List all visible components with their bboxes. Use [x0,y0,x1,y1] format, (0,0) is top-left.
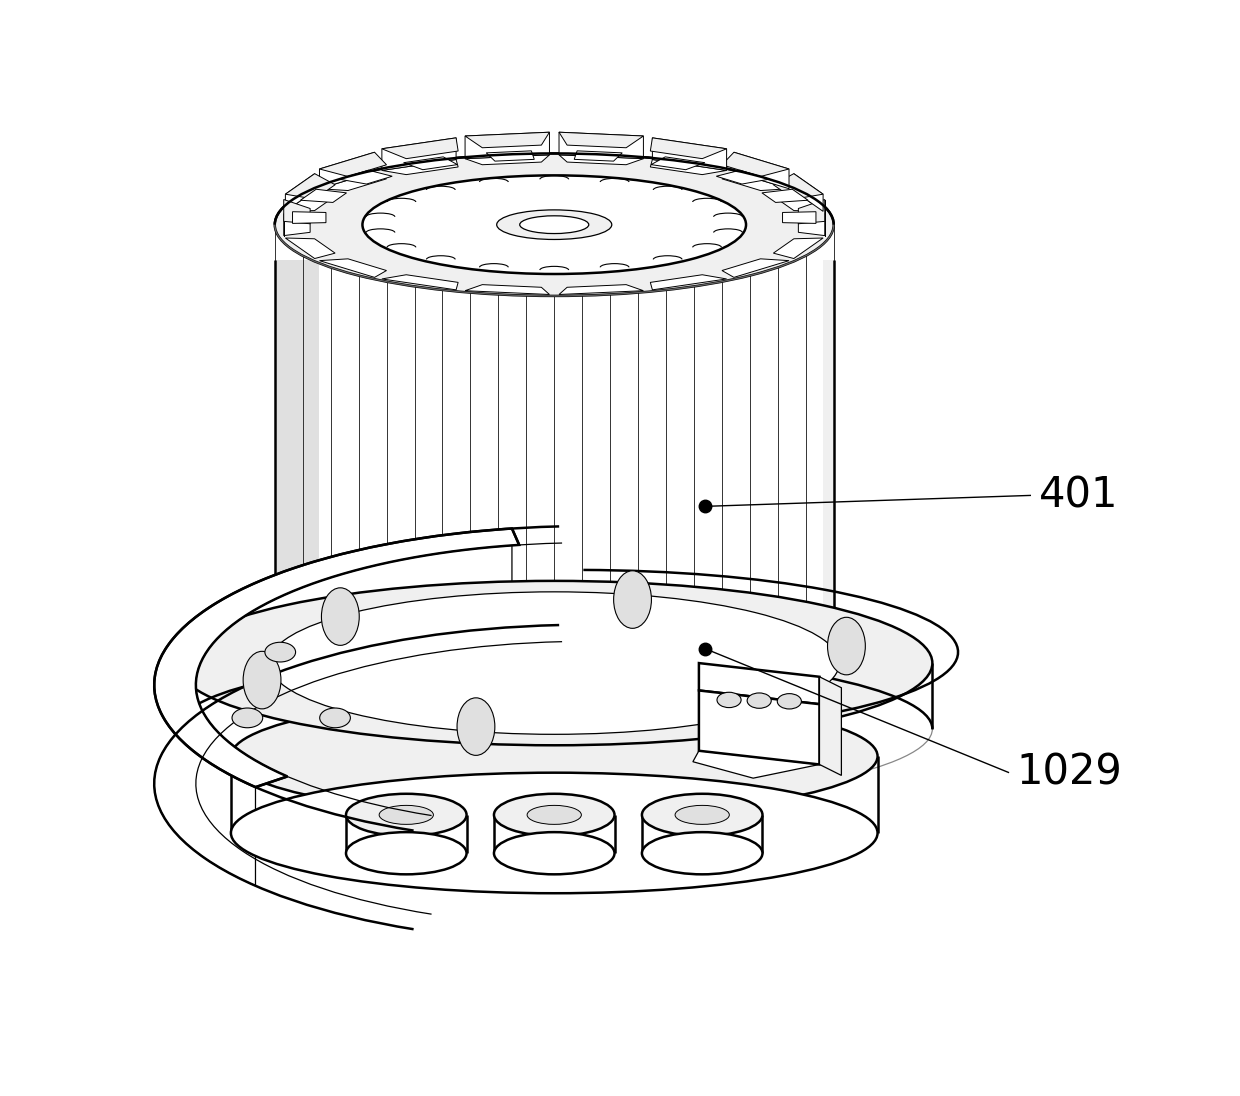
Polygon shape [275,225,833,652]
Ellipse shape [275,153,833,296]
Polygon shape [176,663,932,729]
Polygon shape [285,191,335,212]
Polygon shape [382,160,458,174]
Polygon shape [650,160,727,174]
Ellipse shape [320,708,351,728]
Polygon shape [574,151,622,161]
Polygon shape [774,191,823,212]
Ellipse shape [777,694,801,709]
Polygon shape [382,138,458,159]
Polygon shape [320,152,374,189]
Ellipse shape [265,642,295,662]
Polygon shape [717,170,770,184]
Polygon shape [774,238,823,259]
Polygon shape [799,199,825,224]
Polygon shape [465,133,549,148]
Ellipse shape [231,773,878,893]
Polygon shape [285,238,335,259]
Ellipse shape [176,581,932,745]
Polygon shape [761,190,808,203]
Polygon shape [774,173,823,199]
Ellipse shape [520,216,589,233]
Ellipse shape [642,832,763,875]
Polygon shape [465,285,549,295]
Text: 1029: 1029 [1017,752,1122,794]
Polygon shape [300,190,346,203]
Ellipse shape [494,794,615,836]
Polygon shape [693,751,820,778]
Polygon shape [320,259,387,277]
Polygon shape [782,212,816,224]
Polygon shape [794,173,823,212]
Polygon shape [494,815,615,853]
Polygon shape [823,260,833,652]
Polygon shape [799,214,825,236]
Polygon shape [465,155,549,164]
Ellipse shape [321,587,360,646]
Ellipse shape [497,209,611,240]
Polygon shape [650,138,727,159]
Polygon shape [559,133,644,159]
Ellipse shape [269,592,839,734]
Polygon shape [154,528,512,886]
Ellipse shape [717,693,742,708]
Polygon shape [382,275,458,289]
Polygon shape [285,173,315,212]
Polygon shape [284,199,310,224]
Ellipse shape [243,651,281,709]
Polygon shape [382,138,456,170]
Ellipse shape [346,832,466,875]
Polygon shape [231,756,878,833]
Polygon shape [734,152,789,189]
Ellipse shape [749,681,787,739]
Polygon shape [320,152,387,176]
Polygon shape [285,173,335,199]
Polygon shape [559,155,644,164]
Ellipse shape [614,571,651,628]
Polygon shape [339,170,392,184]
Polygon shape [642,815,763,853]
Ellipse shape [379,806,434,824]
Ellipse shape [232,708,263,728]
Polygon shape [652,138,727,170]
Ellipse shape [827,617,866,675]
Ellipse shape [675,806,729,824]
Polygon shape [699,663,820,705]
Polygon shape [275,260,319,652]
Polygon shape [820,676,842,776]
Polygon shape [284,214,310,236]
Ellipse shape [748,693,771,708]
Polygon shape [486,151,534,161]
Polygon shape [722,259,789,277]
Ellipse shape [494,832,615,875]
Polygon shape [320,172,387,191]
Text: 401: 401 [1039,475,1118,516]
Polygon shape [559,285,644,295]
Ellipse shape [458,698,495,755]
Ellipse shape [642,794,763,836]
Polygon shape [403,157,458,170]
Ellipse shape [346,794,466,836]
Polygon shape [346,815,466,853]
Polygon shape [154,528,520,787]
Ellipse shape [527,806,582,824]
Polygon shape [293,212,326,224]
Polygon shape [699,690,820,765]
Polygon shape [722,152,789,176]
Ellipse shape [231,696,878,817]
Polygon shape [465,133,549,159]
Polygon shape [650,275,727,289]
Ellipse shape [362,175,746,274]
Polygon shape [722,172,789,191]
Polygon shape [651,157,704,170]
Polygon shape [559,133,644,148]
